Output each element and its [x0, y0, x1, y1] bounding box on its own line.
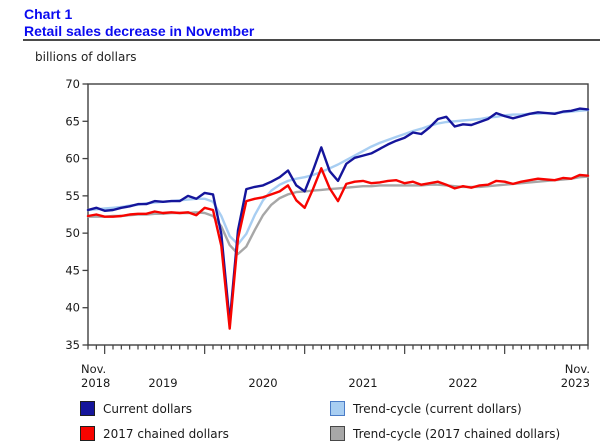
series-lines — [86, 107, 590, 330]
y-tick-label: 35 — [65, 338, 80, 352]
legend-swatch-1 — [80, 426, 95, 441]
series-line-0 — [86, 107, 590, 324]
y-tick-label: 40 — [65, 301, 80, 315]
legend-item-trend-current: Trend-cycle (current dollars) — [330, 401, 590, 416]
legend-swatch-3 — [330, 426, 345, 441]
plot-area — [87, 83, 589, 346]
legend-label: 2017 chained dollars — [103, 426, 229, 441]
legend-item-current-dollars: Current dollars — [80, 401, 330, 416]
legend-item-chained-dollars: 2017 chained dollars — [80, 426, 330, 441]
y-tick-label: 70 — [65, 77, 80, 91]
y-tick-label: 50 — [65, 226, 80, 240]
x-label-end-month: Nov. — [565, 362, 590, 376]
x-label-start-month: Nov. — [81, 362, 106, 376]
y-tick-label: 55 — [65, 189, 80, 203]
y-tick-label: 65 — [65, 114, 80, 128]
x-axis-ticks — [87, 345, 589, 354]
unit-label: billions of dollars — [35, 50, 137, 64]
x-label-year: 2019 — [148, 376, 177, 390]
legend-label: Trend-cycle (current dollars) — [353, 401, 522, 416]
y-axis-ticks — [82, 83, 88, 346]
y-tick-label: 60 — [65, 152, 80, 166]
legend-swatch-2 — [330, 401, 345, 416]
title-rule — [23, 39, 600, 41]
legend-label: Current dollars — [103, 401, 193, 416]
legend-item-trend-chained: Trend-cycle (2017 chained dollars) — [330, 426, 590, 441]
legend: Current dollars 2017 chained dollars Tre… — [80, 396, 590, 445]
x-label-year: 2020 — [248, 376, 277, 390]
chart-title: Retail sales decrease in November — [24, 23, 255, 39]
series-line-1 — [86, 167, 590, 330]
chart-label: Chart 1 — [24, 6, 73, 22]
x-label-start-year: 2018 — [81, 376, 110, 390]
legend-swatch-0 — [80, 401, 95, 416]
chart-header: Chart 1 Retail sales decrease in Novembe… — [24, 6, 254, 40]
x-label-end-year: 2023 — [561, 376, 590, 390]
y-axis-labels: 70 65 60 55 50 45 40 35 — [65, 77, 80, 352]
x-label-year: 2022 — [448, 376, 477, 390]
x-label-year: 2021 — [348, 376, 377, 390]
y-tick-label: 45 — [65, 263, 80, 277]
legend-label: Trend-cycle (2017 chained dollars) — [353, 426, 561, 441]
